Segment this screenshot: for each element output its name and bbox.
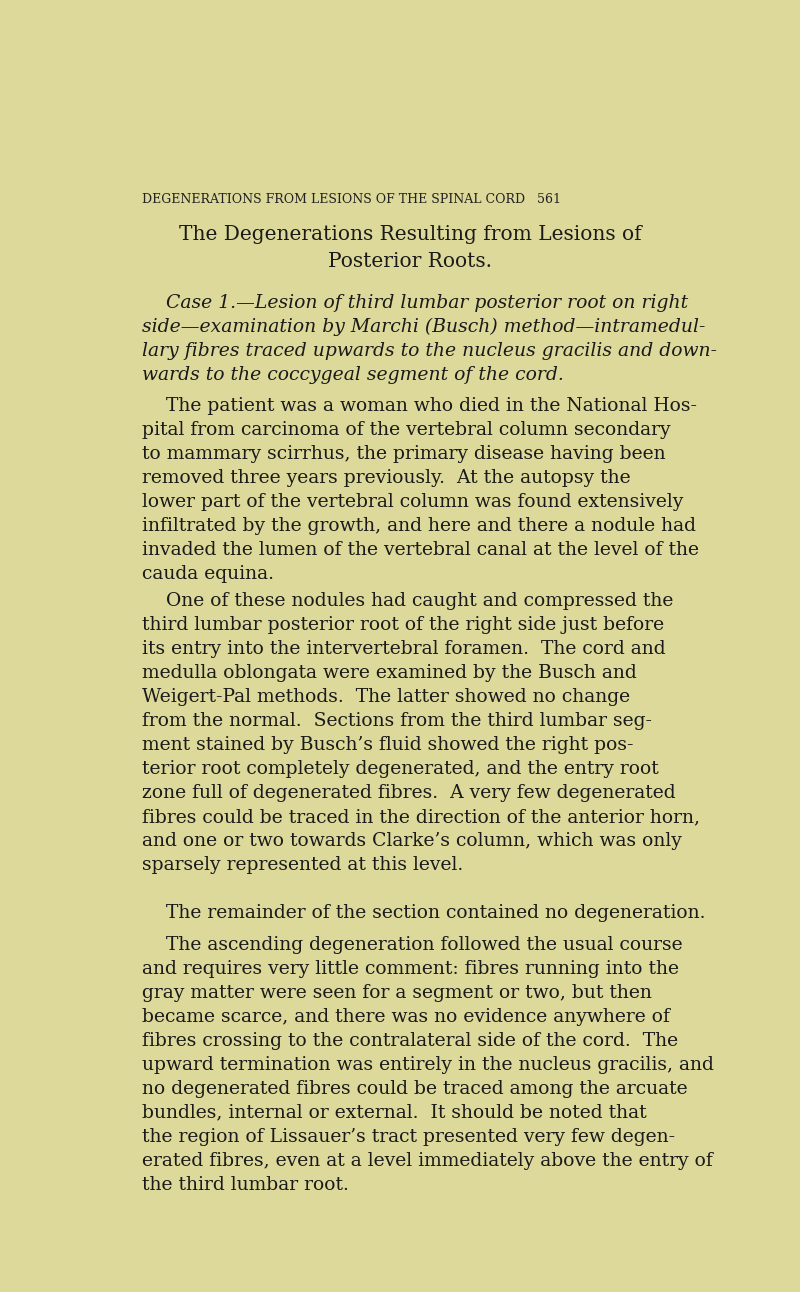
- Text: The patient was a woman who died in the National Hos-: The patient was a woman who died in the …: [142, 398, 697, 416]
- Text: lary fibres traced upwards to the nucleus gracilis and down-: lary fibres traced upwards to the nucleu…: [142, 342, 717, 359]
- Text: DEGENERATIONS FROM LESIONS OF THE SPINAL CORD   561: DEGENERATIONS FROM LESIONS OF THE SPINAL…: [142, 193, 561, 205]
- Text: fibres could be traced in the direction of the anterior horn,: fibres could be traced in the direction …: [142, 809, 700, 827]
- Text: Posterior Roots.: Posterior Roots.: [328, 252, 492, 270]
- Text: wards to the coccygeal segment of the cord.: wards to the coccygeal segment of the co…: [142, 366, 564, 384]
- Text: gray matter were seen for a segment or two, but then: gray matter were seen for a segment or t…: [142, 983, 652, 1001]
- Text: side—examination by Marchi (Busch) method—intramedul-: side—examination by Marchi (Busch) metho…: [142, 318, 706, 336]
- Text: The Degenerations Resulting from Lesions of: The Degenerations Resulting from Lesions…: [178, 225, 642, 244]
- Text: the third lumbar root.: the third lumbar root.: [142, 1176, 349, 1194]
- Text: infiltrated by the growth, and here and there a nodule had: infiltrated by the growth, and here and …: [142, 518, 696, 535]
- Text: fibres crossing to the contralateral side of the cord.  The: fibres crossing to the contralateral sid…: [142, 1031, 678, 1049]
- Text: the region of Lissauer’s tract presented very few degen-: the region of Lissauer’s tract presented…: [142, 1128, 675, 1146]
- Text: cauda equina.: cauda equina.: [142, 566, 274, 584]
- Text: no degenerated fibres could be traced among the arcuate: no degenerated fibres could be traced am…: [142, 1080, 688, 1098]
- Text: upward termination was entirely in the nucleus gracilis, and: upward termination was entirely in the n…: [142, 1056, 714, 1074]
- Text: Weigert-Pal methods.  The latter showed no change: Weigert-Pal methods. The latter showed n…: [142, 689, 630, 707]
- Text: lower part of the vertebral column was found extensively: lower part of the vertebral column was f…: [142, 494, 683, 512]
- Text: to mammary scirrhus, the primary disease having been: to mammary scirrhus, the primary disease…: [142, 446, 666, 464]
- Text: erated fibres, even at a level immediately above the entry of: erated fibres, even at a level immediate…: [142, 1151, 713, 1169]
- Text: pital from carcinoma of the vertebral column secondary: pital from carcinoma of the vertebral co…: [142, 421, 670, 439]
- Text: sparsely represented at this level.: sparsely represented at this level.: [142, 857, 463, 875]
- Text: Case 1.—Lesion of third lumbar posterior root on right: Case 1.—Lesion of third lumbar posterior…: [142, 293, 688, 311]
- Text: medulla oblongata were examined by the Busch and: medulla oblongata were examined by the B…: [142, 664, 637, 682]
- Text: from the normal.  Sections from the third lumbar seg-: from the normal. Sections from the third…: [142, 712, 652, 730]
- Text: invaded the lumen of the vertebral canal at the level of the: invaded the lumen of the vertebral canal…: [142, 541, 699, 559]
- Text: became scarce, and there was no evidence anywhere of: became scarce, and there was no evidence…: [142, 1008, 670, 1026]
- Text: and one or two towards Clarke’s column, which was only: and one or two towards Clarke’s column, …: [142, 832, 682, 850]
- Text: The remainder of the section contained no degeneration.: The remainder of the section contained n…: [142, 904, 706, 922]
- Text: The ascending degeneration followed the usual course: The ascending degeneration followed the …: [142, 935, 682, 953]
- Text: third lumbar posterior root of the right side just before: third lumbar posterior root of the right…: [142, 616, 664, 634]
- Text: One of these nodules had caught and compressed the: One of these nodules had caught and comp…: [142, 592, 674, 610]
- Text: bundles, internal or external.  It should be noted that: bundles, internal or external. It should…: [142, 1103, 646, 1121]
- Text: ment stained by Busch’s fluid showed the right pos-: ment stained by Busch’s fluid showed the…: [142, 736, 634, 755]
- Text: terior root completely degenerated, and the entry root: terior root completely degenerated, and …: [142, 761, 659, 778]
- Text: its entry into the intervertebral foramen.  The cord and: its entry into the intervertebral forame…: [142, 641, 666, 659]
- Text: and requires very little comment: fibres running into the: and requires very little comment: fibres…: [142, 960, 679, 978]
- Text: zone full of degenerated fibres.  A very few degenerated: zone full of degenerated fibres. A very …: [142, 784, 676, 802]
- Text: removed three years previously.  At the autopsy the: removed three years previously. At the a…: [142, 469, 630, 487]
